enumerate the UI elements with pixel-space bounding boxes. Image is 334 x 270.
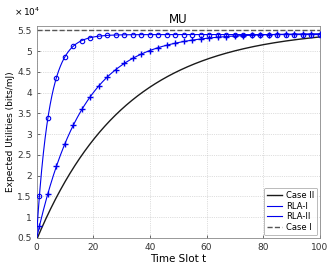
Text: $\times\,10^4$: $\times\,10^4$ — [14, 5, 40, 18]
Case II — [229, 50, 233, 53]
RLA-I — [149, 48, 153, 52]
RLA-II — [229, 33, 233, 36]
Case I — [37, 29, 41, 32]
Y-axis label: Expected Utilities (bits/mJ): Expected Utilities (bits/mJ) — [6, 72, 15, 192]
RLA-I — [159, 45, 163, 48]
RLA-II — [149, 33, 153, 36]
Case II — [34, 238, 38, 241]
Line: RLA-I: RLA-I — [36, 34, 320, 239]
RLA-II — [318, 33, 322, 36]
RLA-II — [63, 54, 67, 58]
RLA-II — [256, 33, 260, 36]
RLA-II — [159, 33, 163, 36]
Legend: Case II, RLA-I, RLA-II, Case I: Case II, RLA-I, RLA-II, Case I — [264, 188, 317, 235]
Case II — [149, 85, 153, 88]
X-axis label: Time Slot t: Time Slot t — [150, 254, 206, 264]
RLA-II — [261, 33, 265, 36]
Line: Case II: Case II — [36, 37, 320, 240]
Case II — [63, 179, 67, 183]
RLA-I — [318, 32, 322, 35]
RLA-II — [34, 234, 38, 237]
Title: MU: MU — [169, 13, 187, 26]
RLA-I — [34, 237, 38, 240]
Line: RLA-II: RLA-II — [36, 35, 320, 236]
Case II — [318, 35, 322, 39]
Case II — [256, 44, 260, 48]
RLA-I — [261, 33, 265, 36]
Case II — [261, 43, 265, 46]
Case I — [34, 29, 38, 32]
RLA-I — [229, 35, 233, 38]
Case II — [159, 78, 163, 82]
RLA-I — [63, 141, 67, 144]
RLA-I — [256, 33, 260, 36]
